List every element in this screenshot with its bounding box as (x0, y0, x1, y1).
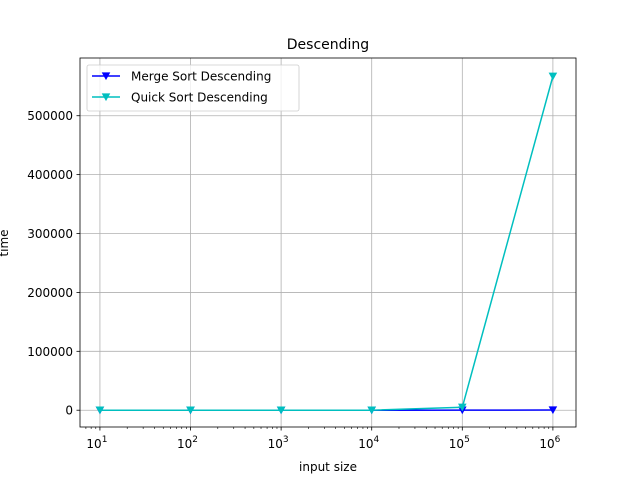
y-tick-label: 100000 (27, 345, 73, 359)
chart-title: Descending (287, 37, 369, 53)
y-tick-label: 500000 (27, 109, 73, 123)
x-tick-label: 106 (539, 435, 560, 451)
legend-marker (101, 93, 111, 102)
series-layer (95, 72, 558, 415)
y-axis-title: time (0, 229, 11, 256)
legend-label: Quick Sort Descending (131, 91, 268, 105)
data-point (367, 406, 377, 415)
plot-frame (79, 57, 577, 428)
data-point (186, 406, 195, 415)
data-point (548, 72, 558, 81)
y-tick-label: 400000 (27, 168, 73, 182)
x-tick-label: 101 (86, 435, 107, 451)
y-tick-label: 0 (65, 404, 73, 418)
series-line (99, 76, 554, 411)
legend: Merge Sort Descending Quick Sort Descendi… (86, 64, 300, 112)
legend-label: Merge Sort Descending (131, 70, 271, 84)
x-tick-label: 103 (268, 435, 289, 451)
legend-box (86, 64, 300, 112)
data-point (95, 406, 105, 415)
data-point (458, 403, 467, 412)
x-tick-label: 104 (358, 435, 379, 451)
y-tick-label: 300000 (27, 227, 73, 241)
grid (80, 58, 576, 427)
data-point (276, 406, 286, 415)
data-point (548, 406, 558, 415)
x-tick-label: 105 (449, 435, 470, 451)
x-tick-label: 102 (177, 435, 198, 451)
y-axis: 0 100000 200000 300000 400000 500000 (27, 109, 80, 418)
x-axis: 101 102 103 104 105 106 (85, 427, 561, 451)
x-axis-title: input size (299, 460, 357, 474)
legend-marker (101, 72, 111, 81)
y-tick-label: 200000 (27, 286, 73, 300)
